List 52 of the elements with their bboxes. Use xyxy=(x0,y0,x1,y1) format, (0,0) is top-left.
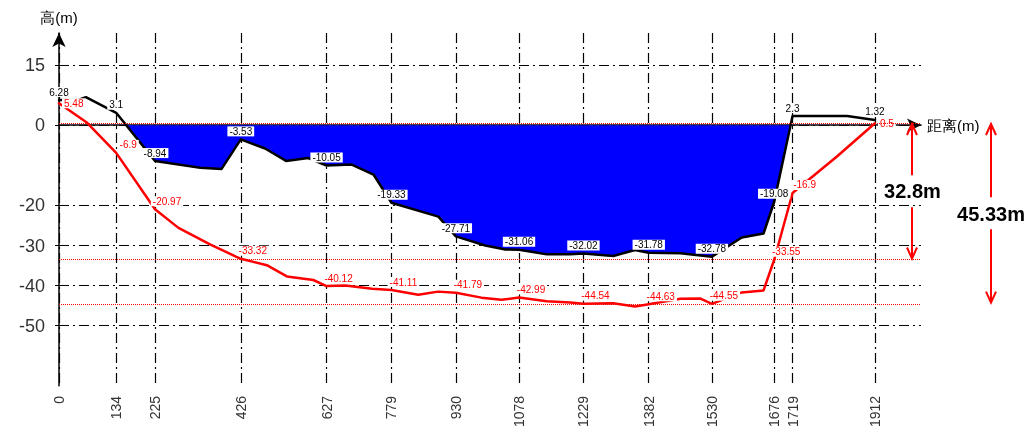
data-label: 5.48 xyxy=(64,97,84,109)
data-label: -41.11 xyxy=(389,276,418,288)
data-label: -32.78 xyxy=(697,243,727,255)
data-label: -16.9 xyxy=(793,179,817,191)
y-tick-label: -50 xyxy=(18,315,45,336)
x-tick-label: 1676 xyxy=(766,395,783,428)
y-tick-label: -30 xyxy=(18,235,45,256)
data-label: 0.5 xyxy=(879,117,895,129)
data-label: -40.12 xyxy=(324,272,354,284)
x-tick-label: 627 xyxy=(318,395,335,420)
data-label: -31.78 xyxy=(634,239,664,251)
data-label: -44.54 xyxy=(581,290,611,302)
y-tick-label: -20 xyxy=(18,195,45,216)
data-label: -3.53 xyxy=(229,125,253,137)
x-tick-label: 1229 xyxy=(575,395,592,428)
annotation: 32.8m xyxy=(884,180,941,203)
y-axis-title: 高(m) xyxy=(40,9,78,26)
x-tick-label: 930 xyxy=(447,395,464,420)
data-label: 1.32 xyxy=(865,106,886,118)
data-label: -8.94 xyxy=(143,147,167,159)
data-label: -44.63 xyxy=(646,290,676,302)
data-label: -41.79 xyxy=(453,279,483,291)
data-label: -6.9 xyxy=(119,139,138,151)
data-label: -19.08 xyxy=(760,188,789,200)
y-tick-label: 0 xyxy=(34,115,45,136)
data-label: -10.05 xyxy=(312,152,342,164)
x-tick-label: 134 xyxy=(108,395,125,420)
data-label: -33.32 xyxy=(238,245,268,257)
y-tick-label: 15 xyxy=(24,55,45,76)
data-label: -19.33 xyxy=(377,189,407,201)
x-tick-label: 0 xyxy=(51,395,67,404)
data-label: -44.55 xyxy=(709,290,739,302)
x-tick-label: 225 xyxy=(147,395,164,420)
x-tick-label: 1719 xyxy=(784,395,801,428)
data-label: -42.99 xyxy=(516,284,546,296)
y-tick-label: -40 xyxy=(18,275,45,296)
data-label: 6.28 xyxy=(49,86,70,98)
data-label: 3.1 xyxy=(109,99,124,111)
data-label: -20.97 xyxy=(152,195,182,207)
data-label: -27.71 xyxy=(441,222,471,234)
x-tick-label: 779 xyxy=(383,395,400,420)
data-label: -33.55 xyxy=(772,246,801,258)
x-tick-label: 1912 xyxy=(866,395,883,428)
data-label: -32.02 xyxy=(569,240,599,252)
data-label: -31.06 xyxy=(504,236,534,248)
x-axis-title: 距离(m) xyxy=(927,116,980,134)
x-tick-label: 1078 xyxy=(511,395,528,428)
x-tick-label: 1382 xyxy=(640,395,657,428)
x-tick-label: 1530 xyxy=(703,395,720,428)
text: 45.33m xyxy=(957,202,1025,225)
data-label: 2.3 xyxy=(785,102,800,114)
x-tick-label: 426 xyxy=(232,395,249,420)
